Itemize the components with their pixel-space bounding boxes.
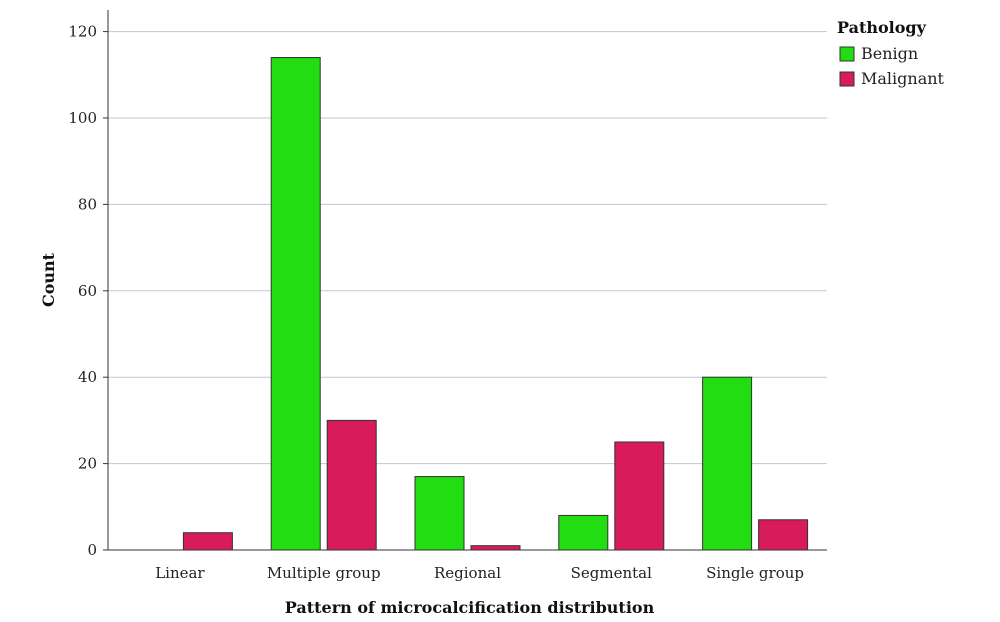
y-tick-label: 20 bbox=[78, 455, 97, 473]
y-axis-title: Count bbox=[39, 252, 58, 307]
legend: Pathology Benign Malignant bbox=[837, 18, 945, 88]
y-tick-labels: 0 20 40 60 80 100 120 bbox=[68, 23, 108, 559]
bar-malignant-segmental bbox=[614, 441, 665, 551]
y-tick-label: 0 bbox=[87, 541, 97, 559]
bar-malignant-single-group bbox=[758, 519, 809, 551]
legend-title: Pathology bbox=[837, 18, 927, 37]
bar-benign-single-group bbox=[702, 376, 753, 551]
y-tick-label: 40 bbox=[78, 368, 97, 386]
bar-benign-regional bbox=[414, 476, 465, 551]
y-tick-label: 80 bbox=[78, 195, 97, 213]
legend-label-malignant: Malignant bbox=[861, 69, 945, 88]
x-tick-label: Linear bbox=[155, 564, 205, 582]
x-tick-label: Single group bbox=[706, 564, 804, 582]
x-tick-label: Multiple group bbox=[267, 564, 381, 582]
legend-label-benign: Benign bbox=[861, 44, 918, 63]
y-tick-label: 60 bbox=[78, 282, 97, 300]
legend-swatch-malignant bbox=[839, 71, 855, 87]
x-tick-label: Regional bbox=[434, 564, 501, 582]
bar-malignant-linear bbox=[182, 532, 233, 551]
bar-malignant-regional bbox=[470, 545, 521, 551]
y-tick-label: 100 bbox=[68, 109, 97, 127]
bar-benign-multiple-group bbox=[270, 57, 321, 551]
bar-malignant-multiple-group bbox=[326, 419, 377, 551]
legend-swatch-benign bbox=[839, 46, 855, 62]
x-tick-labels: Linear Multiple group Regional Segmental Sin… bbox=[155, 564, 804, 582]
bars bbox=[182, 57, 809, 551]
y-tick-label: 120 bbox=[68, 23, 97, 41]
x-tick-label: Segmental bbox=[571, 564, 652, 582]
x-axis-title: Pattern of microcalcification distributi… bbox=[285, 598, 655, 617]
bar-benign-segmental bbox=[558, 514, 609, 551]
